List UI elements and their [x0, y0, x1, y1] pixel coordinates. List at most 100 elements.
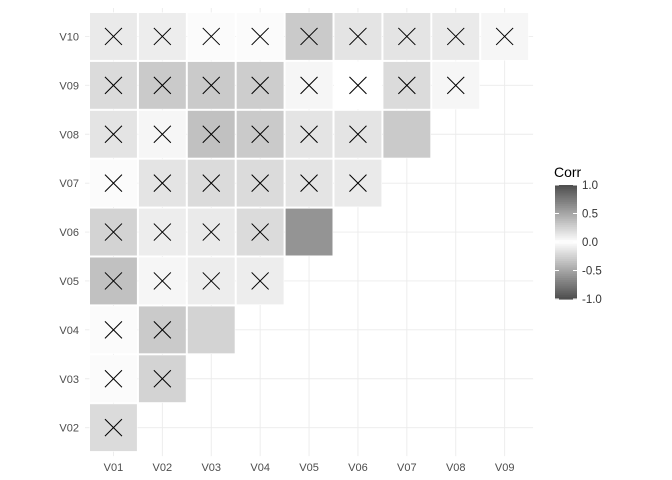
insignificant-cross-mark: [251, 174, 270, 193]
legend-colorbar-segment: [555, 268, 577, 272]
y-tick-label: V04: [59, 325, 79, 337]
insignificant-cross-mark: [104, 272, 123, 290]
legend-colorbar-segment: [555, 196, 577, 199]
heatmap-cell: [89, 256, 138, 306]
legend-colorbar-segment: [555, 274, 577, 277]
heatmap-cell: [236, 110, 285, 159]
legend-tick-label: 1.0: [582, 180, 598, 192]
legend-colorbar-segment: [555, 200, 577, 203]
y-tick-label: V03: [59, 374, 79, 386]
heatmap-cell: [89, 110, 138, 159]
heatmap-cell: [333, 110, 383, 159]
heatmap-cell: [187, 256, 236, 306]
legend-colorbar-segment: [555, 247, 577, 251]
insignificant-cross-mark: [397, 27, 416, 46]
insignificant-cross-mark: [104, 174, 123, 193]
heatmap-cell: [138, 305, 187, 354]
legend-colorbar-segment: [555, 266, 577, 270]
heatmap-cell: [480, 12, 529, 61]
insignificant-cross-mark: [251, 272, 270, 290]
legend-colorbar-segment: [555, 272, 577, 275]
heatmap-cell-rect: [187, 305, 236, 354]
legend-colorbar-segment: [555, 207, 577, 211]
heatmap-cell: [382, 110, 431, 159]
legend-colorbar-segment: [555, 255, 577, 258]
heatmap-cell: [187, 159, 236, 208]
legend-tick-label: -1.0: [582, 294, 602, 306]
heatmap-cell: [89, 12, 138, 61]
legend-colorbar-segment: [555, 240, 577, 243]
legend-tick-label: -0.5: [582, 266, 602, 278]
legend-colorbar-segment: [555, 280, 577, 283]
heatmap-cell-rect: [89, 305, 138, 354]
y-tick-label: V06: [59, 227, 79, 239]
heatmap-cell: [89, 305, 138, 354]
legend-colorbar-segment: [555, 204, 577, 207]
insignificant-cross-mark: [397, 76, 416, 95]
insignificant-cross-mark: [300, 174, 318, 193]
legend-colorbar-segment: [555, 217, 577, 220]
legend-colorbar-segment: [555, 249, 577, 253]
x-axis-tick-labels: V01 V02 V03 V04 V05 V06 V07 V08 V09: [104, 462, 515, 474]
heatmap-cell: [333, 61, 383, 110]
insignificant-cross-mark: [104, 223, 123, 241]
legend-colorbar-segment: [555, 205, 577, 209]
heatmap-cell: [138, 12, 187, 61]
heatmap-cell: [89, 354, 138, 403]
y-axis-tick-labels: V02 V03 V04 V05 V06 V07 V08 V09 V10: [59, 31, 79, 434]
heatmap-cell: [138, 256, 187, 306]
x-tick-label: V05: [299, 462, 319, 474]
legend-tick-label: 0.0: [582, 237, 598, 249]
legend-colorbar-segment: [555, 221, 577, 224]
legend-colorbar-segment: [555, 281, 577, 285]
legend-colorbar-segment: [555, 202, 577, 205]
insignificant-cross-mark: [300, 27, 318, 46]
y-tick-label: V07: [59, 178, 79, 190]
y-tick-label: V08: [59, 129, 79, 141]
legend-colorbar-segment: [555, 276, 577, 279]
legend-colorbar-segment: [555, 238, 577, 241]
x-tick-label: V01: [104, 462, 124, 474]
legend-colorbar-segment: [555, 270, 577, 273]
y-tick-label: V02: [59, 423, 79, 435]
heatmap-cell: [284, 208, 334, 257]
insignificant-cross-mark: [104, 27, 123, 46]
legend-colorbar-segment: [555, 285, 577, 289]
legend-colorbar-segment: [555, 230, 577, 234]
insignificant-cross-mark: [202, 125, 221, 144]
heatmap-cell: [431, 12, 480, 61]
heatmap-cell: [382, 12, 431, 61]
heatmap-cells: [89, 12, 529, 452]
legend-colorbar-segment: [555, 232, 577, 235]
legend-colorbar-segment: [555, 291, 577, 294]
legend-colorbar-segment: [555, 297, 577, 300]
heatmap-cell: [431, 61, 480, 110]
insignificant-cross-mark: [349, 174, 367, 193]
legend-tick-label: 0.5: [582, 209, 598, 221]
legend-colorbar-segment: [555, 242, 577, 245]
heatmap-cell: [236, 61, 285, 110]
insignificant-cross-mark: [349, 76, 367, 95]
heatmap-cell-rect: [431, 12, 480, 61]
insignificant-cross-mark: [153, 320, 172, 339]
legend-colorbar-segment: [555, 190, 577, 194]
heatmap-cell: [138, 354, 187, 403]
insignificant-cross-mark: [251, 223, 270, 241]
insignificant-cross-mark: [202, 272, 221, 290]
insignificant-cross-mark: [349, 125, 367, 144]
heatmap-cell: [284, 110, 334, 159]
insignificant-cross-mark: [153, 27, 172, 46]
legend-colorbar-segment: [555, 283, 577, 287]
heatmap-cell: [138, 159, 187, 208]
legend-colorbar-segment: [555, 261, 577, 264]
legend-colorbar-segment: [555, 198, 577, 201]
heatmap-cell: [187, 208, 236, 257]
legend-colorbar-segment: [555, 262, 577, 266]
heatmap-cell: [89, 61, 138, 110]
legend-colorbar-segment: [555, 188, 577, 192]
heatmap-cell: [284, 159, 334, 208]
heatmap-cell: [236, 256, 285, 306]
heatmap-cell: [333, 159, 383, 208]
heatmap-cell: [138, 61, 187, 110]
legend-colorbar-segment: [555, 251, 577, 254]
